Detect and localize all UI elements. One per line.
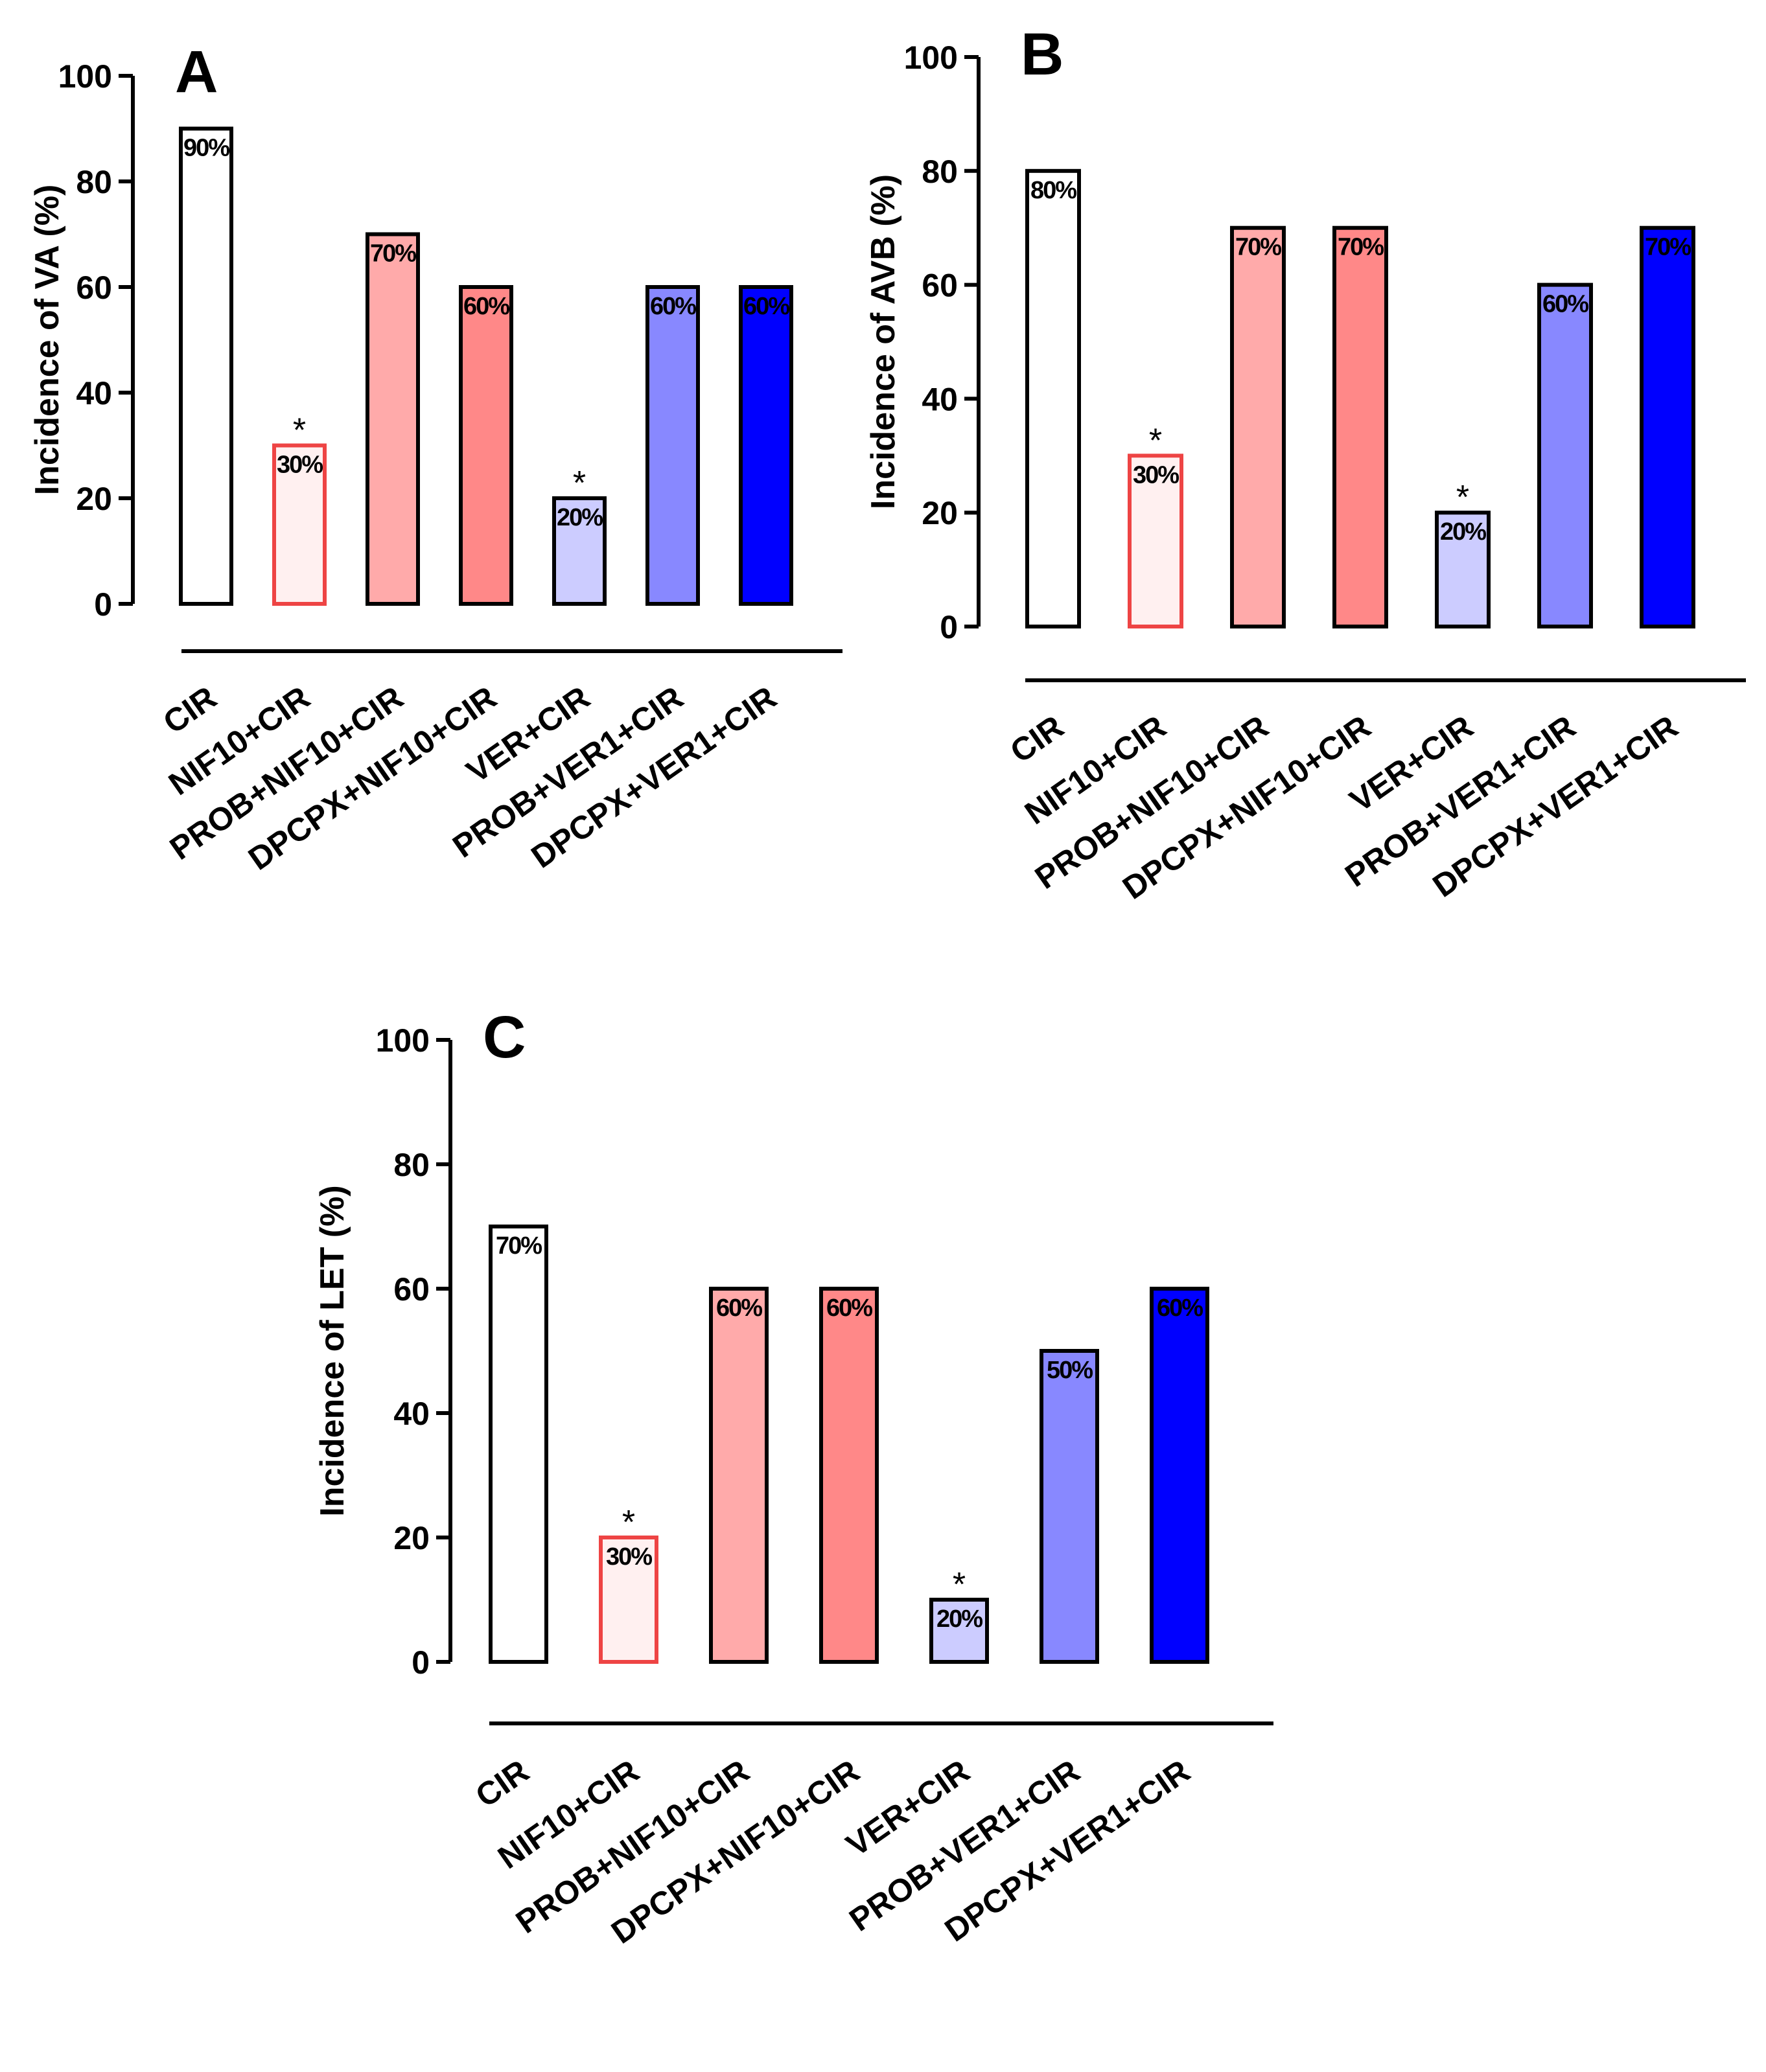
y-tick-label: 20 <box>76 481 112 517</box>
bar-value-label: 90% <box>183 135 229 162</box>
bar <box>1150 1287 1209 1664</box>
y-tick-label: 20 <box>393 1520 430 1556</box>
bar <box>1435 511 1491 629</box>
bar <box>819 1287 879 1664</box>
panel-c-chart: C 0 20 40 60 80 100 Incidence of LET (%) 70% CIR 3… <box>314 1004 1273 1951</box>
bar <box>366 232 420 606</box>
category-label: CIR <box>469 1753 536 1814</box>
bar <box>489 1225 548 1664</box>
bar-value-label: 60% <box>716 1295 762 1322</box>
bar <box>552 496 607 606</box>
bar <box>1230 225 1286 628</box>
bar-value-label: 70% <box>1235 234 1281 261</box>
y-tick-label: 20 <box>922 495 958 531</box>
y-tick-label: 80 <box>76 164 112 200</box>
y-tick-label: 40 <box>922 381 958 417</box>
bar-value-label: 20% <box>1440 518 1486 546</box>
y-tick-label: 60 <box>393 1271 430 1307</box>
panel-b-chart: B 0 20 40 60 80 100 Incidence of AVB (%) 80% CIR 3… <box>865 21 1746 906</box>
y-tick-label: 100 <box>58 58 112 95</box>
bar-value-label: 20% <box>936 1606 982 1633</box>
significance-mark: * <box>293 412 306 450</box>
panel-a-chart: A 0 20 40 60 80 100 Incidence of VA (%) 90% CIR 30… <box>29 39 842 877</box>
significance-mark: * <box>1149 422 1162 459</box>
y-tick-label: 100 <box>376 1022 430 1059</box>
bar <box>929 1598 989 1664</box>
y-tick-label: 40 <box>76 375 112 411</box>
category-label: CIR <box>157 679 224 741</box>
bar-value-label: 30% <box>1133 461 1179 489</box>
y-tick-label: 60 <box>922 268 958 304</box>
significance-mark: * <box>622 1504 635 1541</box>
y-tick-label: 0 <box>412 1644 430 1681</box>
y-tick-label: 80 <box>393 1147 430 1183</box>
bar-value-label: 70% <box>370 240 416 268</box>
bar-value-label: 60% <box>743 293 789 320</box>
y-axis-title: Incidence of LET (%) <box>314 1185 351 1516</box>
bar-value-label: 60% <box>1157 1295 1203 1322</box>
bar-value-label: 60% <box>463 293 509 320</box>
y-tick-label: 0 <box>940 609 958 645</box>
bar <box>709 1287 769 1664</box>
bar-value-label: 60% <box>1542 291 1588 318</box>
bar-value-label: 60% <box>826 1295 872 1322</box>
y-tick-label: 80 <box>922 154 958 190</box>
bar-value-label: 20% <box>557 504 603 531</box>
bar <box>599 1536 658 1664</box>
bar <box>1025 168 1081 628</box>
panel-letter: C <box>483 1004 526 1070</box>
bar <box>1537 282 1593 629</box>
bar-value-label: 50% <box>1047 1357 1093 1384</box>
category-label: CIR <box>1004 708 1071 770</box>
y-tick-label: 0 <box>94 586 112 623</box>
bar <box>272 443 327 606</box>
bar <box>459 285 513 606</box>
y-axis-title: Incidence of VA (%) <box>29 185 66 496</box>
significance-mark: * <box>1456 479 1469 516</box>
bar <box>739 285 793 606</box>
bar <box>1640 225 1695 628</box>
bar-value-label: 70% <box>1338 234 1384 261</box>
bar <box>1332 225 1388 628</box>
significance-mark: * <box>953 1566 966 1604</box>
bar <box>1128 454 1183 628</box>
significance-mark: * <box>573 465 586 502</box>
bar <box>179 126 233 606</box>
bar-value-label: 60% <box>650 293 696 320</box>
bar <box>1040 1349 1099 1664</box>
y-axis-title: Incidence of AVB (%) <box>865 174 902 509</box>
y-tick-label: 40 <box>393 1396 430 1432</box>
bar-value-label: 30% <box>277 452 323 479</box>
bar <box>645 285 700 606</box>
y-tick-label: 100 <box>904 40 958 76</box>
y-tick-label: 60 <box>76 270 112 306</box>
bar-value-label: 70% <box>1645 234 1691 261</box>
panel-letter: A <box>175 39 218 105</box>
bar-value-label: 80% <box>1030 177 1076 204</box>
bar-value-label: 30% <box>606 1543 652 1571</box>
bar-value-label: 70% <box>496 1232 542 1260</box>
panel-letter: B <box>1021 21 1063 87</box>
